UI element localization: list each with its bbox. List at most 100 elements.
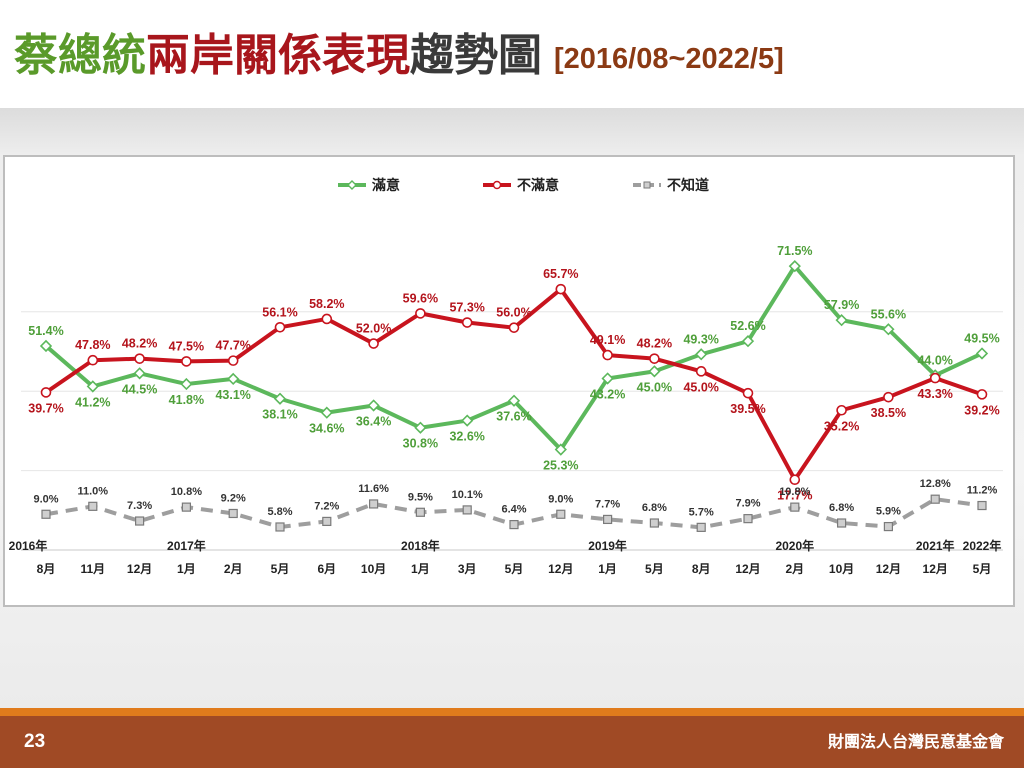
data-label-0-6: 34.6% bbox=[309, 422, 344, 436]
month-label-14: 8月 bbox=[692, 562, 711, 576]
point-dissatisfied-2 bbox=[134, 353, 145, 364]
data-label-1-10: 56.0% bbox=[496, 306, 531, 320]
data-label-2-6: 7.2% bbox=[314, 500, 339, 512]
point-dissatisfied-8 bbox=[415, 308, 426, 319]
point-satisfied-8 bbox=[414, 421, 427, 434]
point-dissatisfied-6 bbox=[321, 313, 333, 325]
data-label-0-19: 44.0% bbox=[917, 353, 952, 367]
point-satisfied-18 bbox=[882, 323, 895, 336]
data-label-2-8: 9.5% bbox=[408, 491, 433, 503]
point-dissatisfied-16 bbox=[789, 474, 801, 486]
point-satisfied-15 bbox=[741, 335, 755, 348]
point-unknown-18 bbox=[883, 521, 894, 532]
point-unknown-20 bbox=[977, 500, 987, 511]
year-label-12: 2019年 bbox=[588, 538, 627, 553]
year-label-0: 2016年 bbox=[9, 538, 48, 553]
title-date-range: [2016/08~2022/5] bbox=[554, 43, 784, 75]
month-label-18: 12月 bbox=[876, 562, 901, 576]
point-unknown-19 bbox=[930, 494, 940, 504]
data-label-1-14: 45.0% bbox=[683, 380, 718, 394]
point-dissatisfied-4 bbox=[227, 355, 239, 366]
data-label-2-20: 11.2% bbox=[967, 485, 998, 497]
data-label-2-19: 12.8% bbox=[920, 478, 951, 490]
month-label-16: 2月 bbox=[785, 562, 804, 576]
data-label-1-13: 48.2% bbox=[637, 337, 672, 351]
point-satisfied-5 bbox=[273, 392, 287, 405]
data-label-0-12: 43.2% bbox=[590, 387, 625, 401]
data-label-0-18: 55.6% bbox=[871, 307, 906, 321]
trend-chart: 51.4% 41.2% 44.5% 41.8% 43.1% 38.1% 34.6% 36.4%… bbox=[9, 177, 1003, 576]
point-unknown-0 bbox=[41, 509, 51, 519]
slide-title: 蔡總統兩岸關係表現趨勢圖 [2016/08~2022/5] bbox=[14, 26, 784, 86]
point-unknown-6 bbox=[322, 516, 332, 527]
year-label-8: 2018年 bbox=[401, 538, 440, 553]
point-dissatisfied-11 bbox=[555, 283, 567, 295]
month-label-5: 5月 bbox=[271, 562, 290, 576]
data-label-0-1: 41.2% bbox=[75, 395, 110, 409]
title-part-trend: 趨勢圖 bbox=[410, 30, 542, 81]
point-dissatisfied-20 bbox=[976, 389, 988, 400]
month-label-9: 3月 bbox=[458, 562, 477, 576]
point-unknown-12 bbox=[602, 514, 613, 525]
point-satisfied-10 bbox=[507, 394, 521, 407]
legend-label-2: 不知道 bbox=[667, 177, 709, 193]
data-label-2-13: 6.8% bbox=[642, 502, 667, 514]
footer-bar: 23 財團法人台灣民意基金會 bbox=[0, 716, 1024, 768]
footer-accent-line bbox=[0, 708, 1024, 716]
month-label-8: 1月 bbox=[411, 562, 430, 576]
point-unknown-2 bbox=[135, 516, 145, 526]
data-label-1-9: 57.3% bbox=[449, 301, 484, 315]
point-unknown-15 bbox=[743, 514, 753, 524]
point-dissatisfied-1 bbox=[87, 354, 99, 366]
point-satisfied-2 bbox=[133, 367, 146, 380]
point-unknown-13 bbox=[649, 518, 660, 528]
legend-label-1: 不滿意 bbox=[517, 177, 559, 193]
point-dissatisfied-17 bbox=[836, 404, 847, 416]
data-label-2-9: 10.1% bbox=[452, 489, 483, 501]
point-dissatisfied-7 bbox=[368, 338, 379, 349]
point-satisfied-20 bbox=[975, 347, 989, 360]
point-satisfied-9 bbox=[461, 414, 474, 427]
data-label-2-15: 7.9% bbox=[735, 498, 760, 510]
point-unknown-3 bbox=[181, 502, 191, 512]
data-label-1-6: 58.2% bbox=[309, 297, 344, 311]
month-label-6: 6月 bbox=[317, 562, 336, 576]
point-unknown-1 bbox=[88, 501, 98, 511]
point-dissatisfied-12 bbox=[602, 349, 613, 361]
point-satisfied-6 bbox=[320, 406, 333, 419]
point-satisfied-7 bbox=[367, 399, 380, 412]
data-label-0-16: 71.5% bbox=[777, 244, 812, 258]
point-unknown-4 bbox=[228, 508, 238, 519]
point-unknown-17 bbox=[836, 518, 847, 528]
data-label-1-16: 17.7% bbox=[777, 489, 812, 503]
point-dissatisfied-13 bbox=[649, 353, 660, 364]
month-label-4: 2月 bbox=[224, 562, 243, 576]
month-label-1: 11月 bbox=[80, 562, 105, 576]
year-label-19: 2021年 bbox=[916, 538, 955, 553]
data-label-0-10: 37.6% bbox=[496, 410, 531, 424]
point-satisfied-11 bbox=[554, 443, 567, 456]
data-label-1-12: 49.1% bbox=[590, 333, 625, 347]
point-satisfied-4 bbox=[227, 372, 240, 386]
month-label-15: 12月 bbox=[735, 562, 760, 576]
data-label-2-18: 5.9% bbox=[876, 506, 901, 518]
data-label-2-5: 5.8% bbox=[267, 506, 292, 518]
data-label-0-7: 36.4% bbox=[356, 414, 391, 428]
point-satisfied-1 bbox=[86, 380, 99, 393]
data-label-2-1: 11.0% bbox=[78, 485, 109, 497]
page-number: 23 bbox=[24, 731, 46, 752]
point-satisfied-0 bbox=[39, 339, 53, 353]
point-dissatisfied-0 bbox=[40, 387, 52, 398]
title-part-president: 蔡總統 bbox=[14, 30, 146, 81]
point-satisfied-3 bbox=[180, 377, 193, 391]
point-unknown-5 bbox=[275, 522, 285, 532]
point-unknown-7 bbox=[369, 499, 379, 509]
data-label-0-15: 52.6% bbox=[730, 319, 765, 333]
data-label-1-2: 48.2% bbox=[122, 337, 157, 351]
data-label-1-4: 47.7% bbox=[215, 339, 250, 353]
data-label-1-7: 52.0% bbox=[356, 322, 391, 336]
data-label-0-3: 41.8% bbox=[169, 393, 204, 407]
point-dissatisfied-19 bbox=[929, 372, 941, 384]
month-label-0: 8月 bbox=[37, 562, 56, 576]
month-label-10: 5月 bbox=[505, 562, 524, 576]
